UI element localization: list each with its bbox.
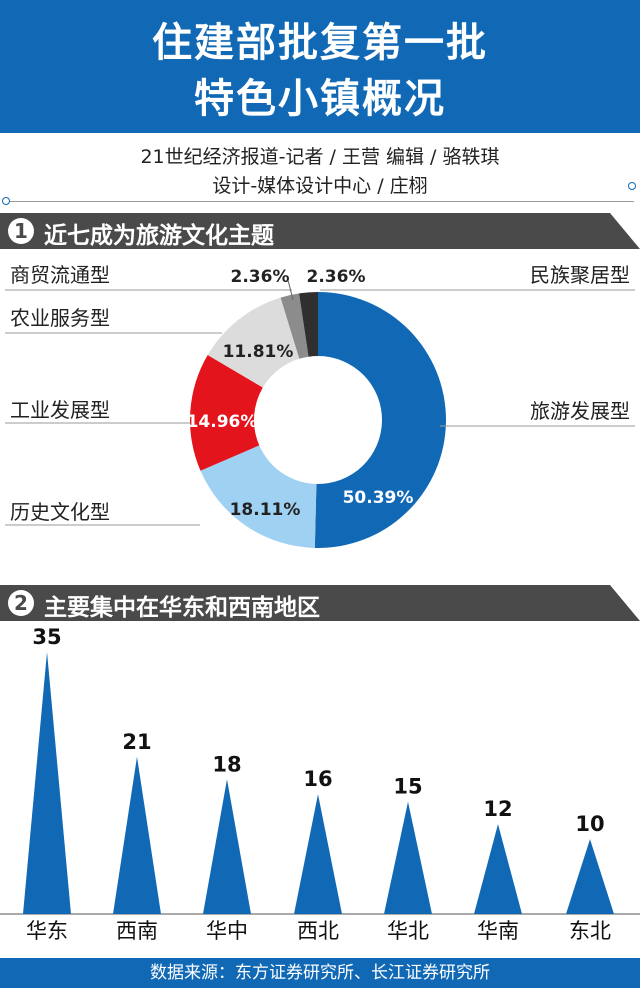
- donut-slice-1: [314, 292, 447, 548]
- bar-6: [474, 824, 522, 914]
- bar-7: [566, 839, 614, 914]
- donut-slice-6: [299, 292, 318, 357]
- category-tick-label-5: 华北: [387, 919, 429, 943]
- category-tick-label-1: 华东: [26, 919, 68, 943]
- donut-slice-5: [280, 293, 309, 359]
- value-leader-line: [287, 279, 294, 301]
- value-label-6: 2.36%: [307, 267, 366, 287]
- bar-value-label-7: 10: [575, 812, 604, 836]
- category-label-2: 历史文化型: [10, 500, 110, 524]
- category-label-3: 工业发展型: [10, 398, 110, 422]
- bar-value-label-2: 21: [122, 730, 151, 754]
- category-tick-label-6: 华南: [477, 919, 519, 943]
- divider-dot-left: [2, 197, 10, 205]
- value-label-4: 11.81%: [223, 342, 294, 362]
- header-banner: 住建部批复第一批 特色小镇概况: [0, 0, 640, 133]
- bar-value-label-4: 16: [303, 767, 332, 791]
- data-source-footer: 数据来源：东方证券研究所、长江证券研究所: [0, 958, 640, 988]
- bar-value-label-1: 35: [32, 625, 61, 649]
- value-label-2: 18.11%: [230, 500, 301, 520]
- section-header-1: 1 近七成为旅游文化主题: [0, 213, 640, 249]
- divider-dot-right: [628, 182, 636, 190]
- divider-line: [4, 201, 634, 202]
- value-label-1: 50.39%: [343, 488, 414, 508]
- triangle-bar-chart: 35 华东 21 西南 18 华中 16 西北 15 华北 12 华南 10 东北: [0, 625, 640, 943]
- category-tick-label-2: 西南: [116, 919, 158, 943]
- donut-slice-2: [200, 445, 317, 548]
- bar-value-label-6: 12: [483, 797, 512, 821]
- category-tick-label-7: 东北: [569, 919, 611, 943]
- category-label-5: 商贸流通型: [10, 263, 110, 287]
- donut-slice-4: [207, 297, 300, 388]
- category-label-4: 农业服务型: [10, 306, 110, 330]
- category-tick-label-3: 华中: [206, 919, 248, 943]
- bar-5: [384, 801, 432, 914]
- section-number-1: 1: [8, 218, 34, 244]
- category-tick-label-4: 西北: [297, 919, 339, 943]
- page-title-line2: 特色小镇概况: [194, 76, 446, 122]
- section-title-2: 主要集中在华东和西南地区: [44, 595, 320, 621]
- category-label-1: 旅游发展型: [530, 399, 630, 423]
- donut-chart: 旅游发展型 50.39% 历史文化型 18.11% 工业发展型 14.96% 农业服务型 11…: [5, 263, 635, 548]
- page-title-line1: 住建部批复第一批: [152, 20, 488, 66]
- credit-line-1: 21世纪经济报道-记者 / 王营 编辑 / 骆轶琪: [140, 146, 500, 168]
- value-label-5: 2.36%: [231, 267, 290, 287]
- bar-1: [23, 652, 71, 914]
- bar-value-label-3: 18: [212, 752, 241, 776]
- credit-line-2: 设计-媒体设计中心 / 庄栩: [212, 175, 428, 197]
- donut-slice-3: [190, 355, 263, 471]
- bar-3: [203, 779, 251, 914]
- value-label-3: 14.96%: [187, 412, 258, 432]
- category-label-6: 民族聚居型: [530, 263, 630, 287]
- section-header-2: 2 主要集中在华东和西南地区: [0, 585, 640, 621]
- section-title-1: 近七成为旅游文化主题: [44, 223, 274, 249]
- bar-2: [113, 756, 161, 914]
- section-number-2: 2: [8, 590, 34, 616]
- bar-4: [294, 794, 342, 914]
- bar-value-label-5: 15: [393, 775, 422, 799]
